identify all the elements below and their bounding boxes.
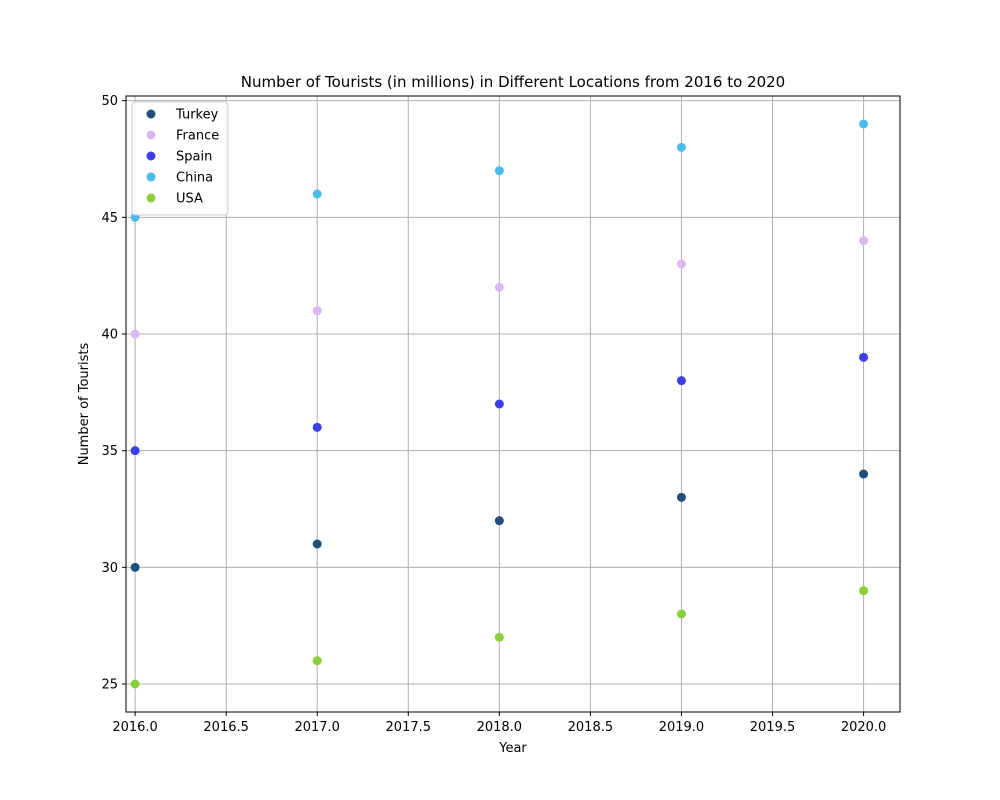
legend: Turkey France Spain China USA: [131, 101, 229, 216]
point-france: [312, 306, 322, 316]
legend-label: China: [176, 171, 213, 186]
y-tick-label: 35: [101, 444, 118, 459]
legend-marker: [146, 193, 156, 203]
chart-title: Number of Tourists (in millions) in Diff…: [241, 73, 785, 91]
point-spain: [676, 376, 686, 386]
point-turkey: [859, 469, 869, 479]
point-china: [312, 189, 322, 199]
legend-marker: [146, 151, 156, 161]
point-usa: [494, 632, 504, 642]
x-axis-label: Year: [498, 741, 527, 756]
y-tick-label: 30: [101, 561, 118, 576]
legend-box: [131, 101, 229, 216]
grid-lines: [126, 96, 900, 712]
data-points: [130, 119, 869, 689]
x-tick-label: 2017.5: [386, 720, 432, 735]
x-tick-label: 2019.0: [659, 720, 705, 735]
point-china: [859, 119, 869, 129]
point-spain: [130, 446, 140, 456]
legend-marker: [146, 109, 156, 119]
point-spain: [859, 352, 869, 362]
x-tick-label: 2016.5: [203, 720, 249, 735]
x-tick-label: 2020.0: [841, 720, 887, 735]
x-tick-label: 2016.0: [112, 720, 158, 735]
legend-label: Turkey: [175, 108, 219, 123]
point-usa: [312, 656, 322, 666]
legend-label: Spain: [176, 150, 212, 165]
x-tick-label: 2019.5: [750, 720, 796, 735]
legend-label: USA: [176, 192, 203, 207]
x-tick-label: 2018.0: [477, 720, 523, 735]
y-axis-label: Number of Tourists: [77, 343, 92, 466]
point-spain: [494, 399, 504, 409]
y-tick-label: 40: [101, 328, 118, 343]
point-turkey: [676, 492, 686, 502]
point-france: [130, 329, 140, 339]
x-tick-label: 2018.5: [568, 720, 614, 735]
point-usa: [859, 586, 869, 596]
legend-marker: [146, 172, 156, 182]
point-turkey: [494, 516, 504, 526]
point-turkey: [312, 539, 322, 549]
point-china: [494, 166, 504, 176]
point-france: [494, 282, 504, 292]
y-tick-label: 50: [101, 94, 118, 109]
point-spain: [312, 422, 322, 432]
axis-ticks: 2016.0 2016.5 2017.0 2017.5 2018.0 2018.5 2019…: [101, 94, 886, 735]
legend-label: France: [176, 129, 219, 144]
y-tick-label: 25: [101, 678, 118, 693]
legend-marker: [146, 130, 156, 140]
point-france: [676, 259, 686, 269]
point-usa: [130, 679, 140, 689]
point-france: [859, 236, 869, 246]
x-tick-label: 2017.0: [294, 720, 340, 735]
plot-area-frame: [125, 95, 901, 713]
point-turkey: [130, 562, 140, 572]
point-china: [676, 142, 686, 152]
y-tick-label: 45: [101, 211, 118, 226]
point-usa: [676, 609, 686, 619]
